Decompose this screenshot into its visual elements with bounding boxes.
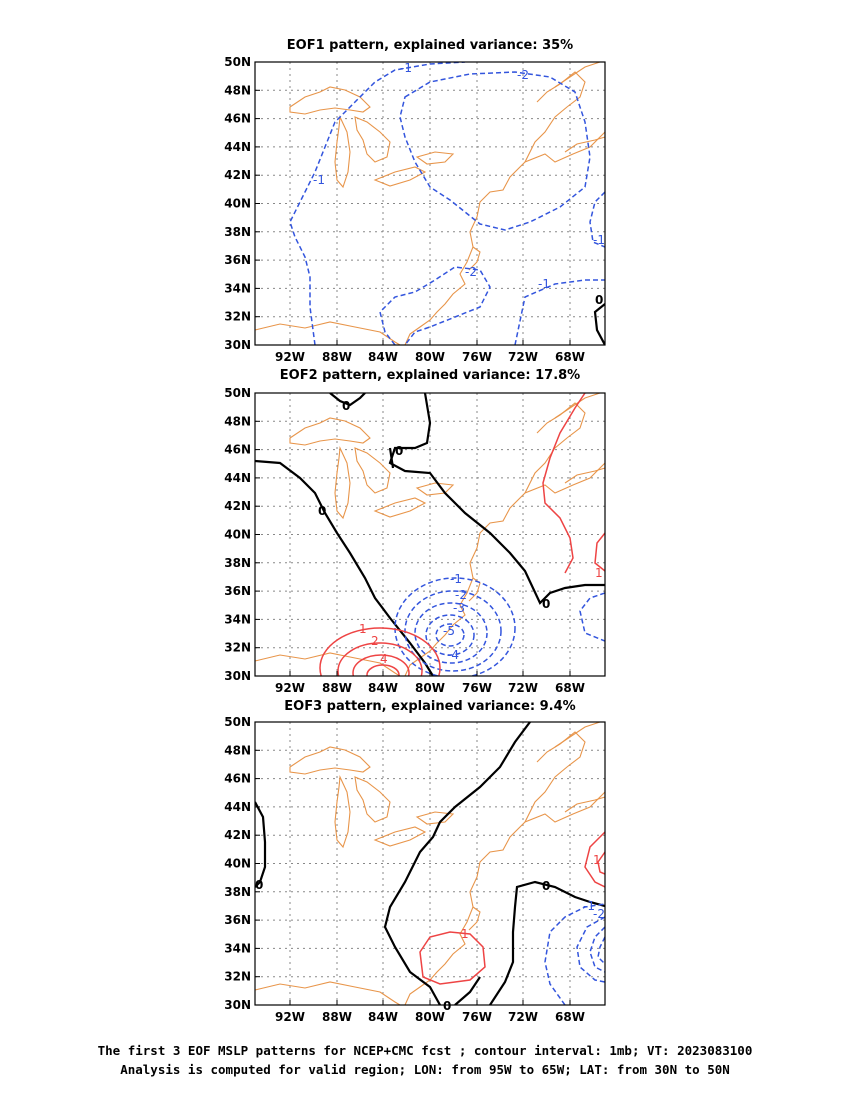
lat-tick-label: 30N bbox=[224, 338, 251, 352]
footer-line-1: The first 3 EOF MSLP patterns for NCEP+C… bbox=[97, 1043, 753, 1058]
contour-label: 2 bbox=[371, 634, 379, 648]
panel-1-map: -1 -2 -1 -1 -2 -1 0 bbox=[254, 61, 606, 346]
contour-label: 1 bbox=[359, 622, 367, 636]
lat-tick-label: 36N bbox=[224, 253, 251, 267]
lat-tick-label: 44N bbox=[224, 800, 251, 814]
lon-tick-label: 76W bbox=[462, 1010, 492, 1024]
lat-tick-label: 46N bbox=[224, 772, 251, 786]
lat-tick-label: 48N bbox=[224, 743, 251, 757]
panel-3-title: EOF3 pattern, explained variance: 9.4% bbox=[284, 699, 576, 714]
contour-label: -1 bbox=[313, 173, 325, 187]
lon-tick-label: 80W bbox=[415, 681, 445, 695]
contour-label: -2 bbox=[465, 265, 477, 279]
lat-tick-label: 50N bbox=[224, 715, 251, 729]
lat-tick-label: 32N bbox=[224, 970, 251, 984]
lon-tick-label: 76W bbox=[462, 350, 492, 364]
lat-tick-label: 40N bbox=[224, 857, 251, 871]
contour-label: -2 bbox=[517, 68, 529, 82]
lat-tick-label: 34N bbox=[224, 281, 251, 295]
lat-tick-label: 38N bbox=[224, 885, 251, 899]
lat-tick-label: 46N bbox=[224, 112, 251, 126]
lat-tick-label: 46N bbox=[224, 443, 251, 457]
lat-tick-label: 38N bbox=[224, 556, 251, 570]
lat-tick-label: 44N bbox=[224, 471, 251, 485]
contour-label: 0 bbox=[395, 444, 403, 458]
contour-label: -2 bbox=[455, 588, 467, 602]
lat-tick-label: 50N bbox=[224, 386, 251, 400]
lat-tick-label: 30N bbox=[224, 669, 251, 683]
lat-tick-label: 48N bbox=[224, 83, 251, 97]
contour-label: 0 bbox=[542, 879, 550, 893]
lon-tick-label: 72W bbox=[508, 350, 538, 364]
lat-tick-label: 42N bbox=[224, 828, 251, 842]
contour-label: 1 bbox=[595, 566, 603, 580]
footer-line-2: Analysis is computed for valid region; L… bbox=[120, 1062, 730, 1077]
lon-tick-label: 84W bbox=[368, 1010, 398, 1024]
contour-label: -4 bbox=[447, 648, 459, 662]
contour-label: -1 bbox=[538, 277, 550, 291]
lon-tick-label: 84W bbox=[368, 681, 398, 695]
lat-tick-label: 50N bbox=[224, 55, 251, 69]
lat-tick-label: 32N bbox=[224, 310, 251, 324]
lon-tick-label: 68W bbox=[555, 1010, 585, 1024]
contour-label: 0 bbox=[342, 399, 350, 413]
lat-tick-label: 48N bbox=[224, 414, 251, 428]
contour-label: 1 bbox=[461, 927, 469, 941]
lat-tick-label: 40N bbox=[224, 197, 251, 211]
contour-label: 0 bbox=[443, 999, 451, 1013]
contour-label: 0 bbox=[318, 504, 326, 518]
lon-tick-label: 80W bbox=[415, 1010, 445, 1024]
panel-2-map: 0 0 0 0 -1 -2 -3 -5 -4 1 2 4 1 bbox=[254, 392, 606, 677]
contour-label: 4 bbox=[380, 652, 388, 666]
lon-tick-label: 88W bbox=[322, 681, 352, 695]
lat-tick-label: 34N bbox=[224, 612, 251, 626]
lat-tick-label: 32N bbox=[224, 641, 251, 655]
lon-tick-label: 72W bbox=[508, 1010, 538, 1024]
lat-tick-label: 36N bbox=[224, 584, 251, 598]
lat-tick-label: 44N bbox=[224, 140, 251, 154]
lat-tick-label: 34N bbox=[224, 941, 251, 955]
panel-3-map: 0 0 0 1 -1 -2 1 bbox=[254, 721, 606, 1013]
contour-label: -2 bbox=[593, 907, 605, 921]
lon-tick-label: 92W bbox=[275, 350, 305, 364]
lat-tick-label: 40N bbox=[224, 528, 251, 542]
lon-tick-label: 84W bbox=[368, 350, 398, 364]
lon-tick-label: 88W bbox=[322, 1010, 352, 1024]
contour-label: 1 bbox=[593, 853, 601, 867]
lon-tick-label: 80W bbox=[415, 350, 445, 364]
lat-tick-label: 42N bbox=[224, 168, 251, 182]
contour-label: -1 bbox=[400, 61, 412, 75]
contour-label: 0 bbox=[542, 597, 550, 611]
contour-label: -1 bbox=[593, 233, 605, 247]
lon-tick-label: 92W bbox=[275, 681, 305, 695]
lat-tick-label: 42N bbox=[224, 499, 251, 513]
contour-label: 0 bbox=[595, 293, 603, 307]
panel-2-title: EOF2 pattern, explained variance: 17.8% bbox=[279, 368, 581, 383]
lat-tick-label: 38N bbox=[224, 225, 251, 239]
lon-tick-label: 72W bbox=[508, 681, 538, 695]
lon-tick-label: 92W bbox=[275, 1010, 305, 1024]
lat-tick-label: 36N bbox=[224, 913, 251, 927]
contour-label: -1 bbox=[583, 899, 595, 913]
lon-tick-label: 76W bbox=[462, 681, 492, 695]
panel-1-title: EOF1 pattern, explained variance: 35% bbox=[286, 38, 574, 53]
contour-label: -3 bbox=[453, 601, 465, 615]
contour-label: -5 bbox=[443, 624, 455, 638]
contour-label: 0 bbox=[255, 878, 263, 892]
lon-tick-label: 88W bbox=[322, 350, 352, 364]
contour-label: -1 bbox=[450, 572, 462, 586]
lat-tick-label: 30N bbox=[224, 998, 251, 1012]
lon-tick-label: 68W bbox=[555, 350, 585, 364]
lon-tick-label: 68W bbox=[555, 681, 585, 695]
